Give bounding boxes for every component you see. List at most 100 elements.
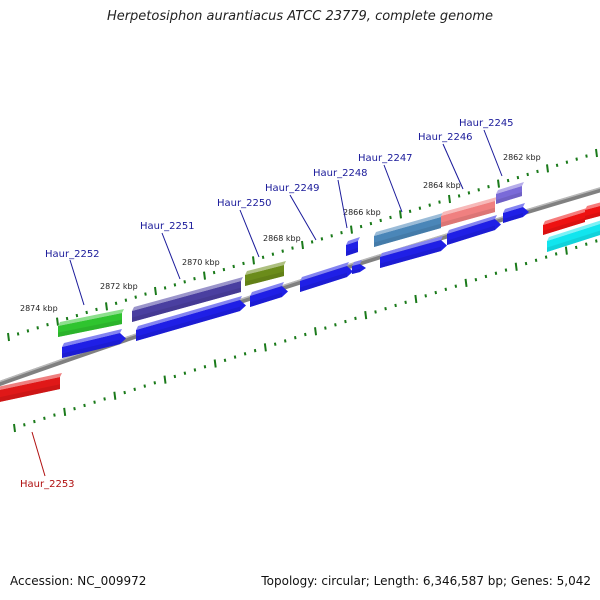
tick-mark xyxy=(144,292,147,296)
gene-block-right-red-2 xyxy=(585,202,600,220)
kbp-label: 2866 kbp xyxy=(343,208,381,217)
cds-block xyxy=(346,237,360,256)
gene-label-Haur_2245: Haur_2245 xyxy=(459,118,514,129)
block-top xyxy=(585,202,600,210)
tick-mark xyxy=(293,336,297,340)
leader-line-Haur_2247 xyxy=(383,164,403,213)
block-shade xyxy=(132,287,241,322)
map-title: Herpetosiphon aurantiacus ATCC 23779, co… xyxy=(106,9,494,24)
block-top xyxy=(346,237,360,245)
topology-summary: Topology: circular; Length: 6,346,587 bp… xyxy=(261,574,591,588)
gene-label-Haur_2252: Haur_2252 xyxy=(45,249,100,260)
block-shade xyxy=(245,271,284,286)
tick-mark xyxy=(467,191,471,195)
tick-mark xyxy=(36,326,39,330)
tick-mark xyxy=(585,154,588,158)
leader-line-Haur_2249 xyxy=(289,194,317,241)
block-top xyxy=(447,215,497,234)
tick-mark xyxy=(83,403,86,408)
tick-mark xyxy=(271,252,275,256)
tick-mark xyxy=(516,175,520,180)
block-top xyxy=(352,260,362,266)
block-shade xyxy=(441,207,495,227)
gene-block-Haur_2245 xyxy=(496,182,524,204)
gene-label-Haur_2251: Haur_2251 xyxy=(140,221,195,232)
cds-block-cyan xyxy=(547,220,600,252)
tick-mark xyxy=(414,294,418,304)
block-top xyxy=(380,236,443,257)
leader-line-Haur_2245 xyxy=(483,129,503,177)
kbp-label: 2862 kbp xyxy=(503,153,541,162)
gene-label-Haur_2247: Haur_2247 xyxy=(358,153,413,164)
gene-block-Haur_2251 xyxy=(132,277,243,322)
block-top xyxy=(503,203,525,213)
tick-mark xyxy=(261,255,265,259)
gene-label-Haur_2250: Haur_2250 xyxy=(217,198,272,209)
tick-mark xyxy=(291,246,294,250)
tick-mark xyxy=(75,313,79,318)
tick-mark xyxy=(73,406,76,411)
block-top xyxy=(0,373,62,390)
block-shade xyxy=(250,292,282,307)
block-top xyxy=(132,277,243,311)
tick-mark xyxy=(464,278,468,288)
tick-mark xyxy=(222,267,226,272)
gene-block-Haur_2246 xyxy=(441,197,497,227)
block-shade xyxy=(585,212,600,220)
block-top xyxy=(245,261,286,275)
tick-mark xyxy=(252,256,255,265)
tick-mark xyxy=(484,274,488,279)
tick-mark xyxy=(474,277,478,282)
tick-mark xyxy=(595,239,598,243)
tick-mark xyxy=(389,215,392,220)
tick-mark xyxy=(113,391,117,400)
gene-block-Haur_2247 xyxy=(374,213,443,247)
kbp-label: 2874 kbp xyxy=(20,304,58,313)
tick-mark xyxy=(65,316,69,321)
tick-mark xyxy=(584,242,588,246)
tick-mark xyxy=(233,355,237,359)
gene-block-Haur_2253 xyxy=(0,373,62,402)
tick-mark xyxy=(173,283,177,287)
tick-mark xyxy=(123,390,126,395)
kbp-label: 2868 kbp xyxy=(263,234,301,243)
cds-block xyxy=(447,215,501,245)
tick-mark xyxy=(444,287,448,292)
tick-mark xyxy=(114,301,118,305)
tick-mark xyxy=(173,374,177,379)
tick-mark xyxy=(154,286,157,296)
tick-mark xyxy=(438,200,441,204)
tick-mark xyxy=(526,172,529,177)
tick-mark xyxy=(213,359,217,368)
tick-mark xyxy=(153,381,157,385)
cds-block xyxy=(352,260,366,274)
tick-mark xyxy=(454,284,458,288)
tick-mark xyxy=(330,234,333,238)
cds-block xyxy=(300,262,353,292)
tick-mark xyxy=(514,262,518,271)
tick-mark xyxy=(320,237,324,241)
tick-mark xyxy=(424,294,427,298)
tick-mark xyxy=(574,245,578,250)
tick-mark xyxy=(575,157,578,161)
block-top xyxy=(496,182,524,194)
tick-mark xyxy=(404,300,407,304)
tick-mark xyxy=(232,264,235,269)
tick-mark xyxy=(384,307,387,311)
tick-mark xyxy=(334,323,337,327)
tick-mark xyxy=(314,327,318,336)
tick-mark xyxy=(183,371,187,375)
tick-mark xyxy=(418,206,422,210)
block-shade xyxy=(503,213,523,223)
tick-mark xyxy=(340,231,343,235)
tick-mark xyxy=(457,194,461,198)
block-shade xyxy=(380,246,441,268)
tick-mark xyxy=(324,326,327,330)
block-top xyxy=(136,296,242,330)
tick-mark xyxy=(536,169,539,174)
block-shade xyxy=(496,192,522,204)
tick-mark xyxy=(193,277,196,281)
block-shade xyxy=(547,230,600,252)
tick-mark xyxy=(304,332,307,337)
tick-mark xyxy=(263,343,267,352)
